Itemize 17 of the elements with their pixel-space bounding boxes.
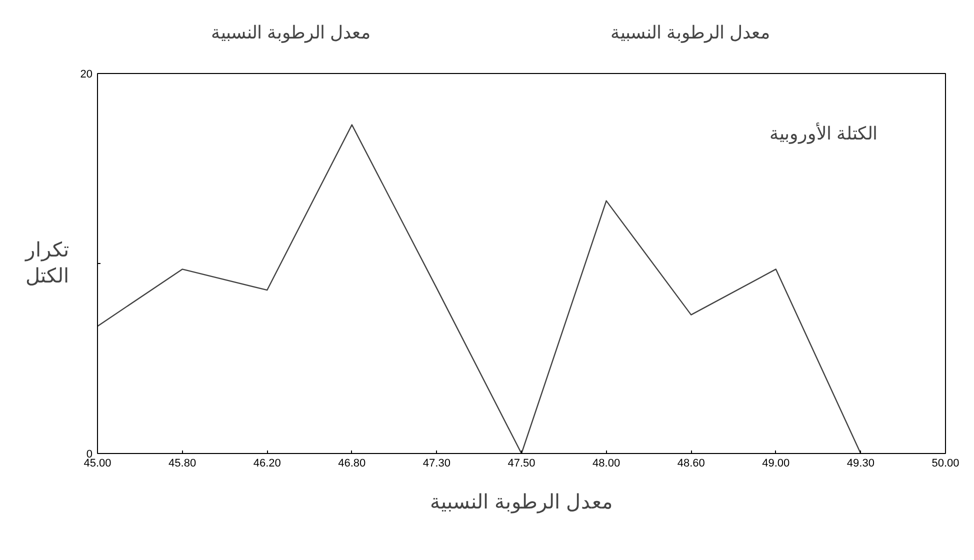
x-tick-label: 49.00: [762, 458, 790, 470]
annotation: الكتلة الأوروبية: [770, 122, 878, 144]
x-tick-label: 47.50: [508, 458, 536, 470]
x-tick-label: 50.00: [932, 458, 960, 470]
x-tick-label: 48.00: [592, 458, 620, 470]
x-tick-label: 47.30: [422, 458, 450, 470]
x-tick-label: 48.60: [677, 458, 705, 470]
x-tick-label: 45.00: [84, 458, 112, 470]
text: معدل الرطوبة النسبية: [610, 22, 770, 44]
y-axis-title: تكرار الكتل: [24, 239, 70, 288]
y-tick-label: 20: [80, 68, 93, 80]
text: معدل الرطوبة النسبية: [210, 22, 371, 44]
x-tick-label: 46.20: [253, 458, 281, 470]
x-tick-label: 45.80: [168, 458, 196, 470]
x-tick-label: 49.30: [846, 458, 874, 470]
x-axis-title: معدل الرطوبة النسبية: [430, 492, 614, 514]
x-tick-label: 46.80: [338, 458, 366, 470]
